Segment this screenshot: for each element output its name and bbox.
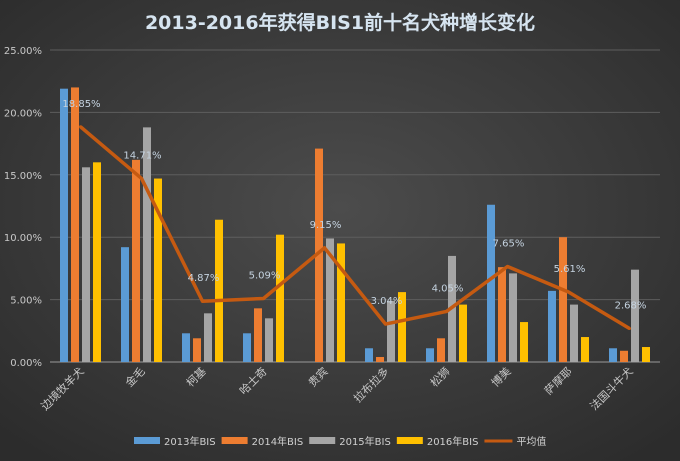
legend-swatch	[309, 437, 336, 444]
bar-2015年BIS	[509, 273, 517, 362]
average-line	[79, 125, 631, 331]
bar-2013年BIS	[487, 204, 495, 362]
bar-2014年BIS	[620, 350, 628, 362]
data-label: 18.85%	[62, 99, 100, 110]
bar-2016年BIS	[642, 347, 650, 362]
bar-2015年BIS	[326, 238, 334, 362]
bar-2016年BIS	[337, 243, 345, 362]
average-point	[628, 327, 631, 331]
bar-2016年BIS	[398, 292, 406, 362]
data-label: 14.71%	[123, 150, 161, 161]
bar-2013年BIS	[243, 333, 251, 362]
bar-2014年BIS	[193, 338, 201, 362]
bar-2013年BIS	[182, 333, 190, 362]
data-label: 5.61%	[554, 264, 586, 275]
y-tick-label: 5.00%	[10, 296, 42, 307]
average-point	[445, 309, 448, 313]
bar-2015年BIS	[82, 167, 90, 362]
bar-2014年BIS	[315, 148, 323, 362]
legend-label: 平均值	[516, 435, 546, 448]
y-tick-label: 10.00%	[4, 233, 42, 244]
bar-2015年BIS	[204, 313, 212, 362]
bar-2014年BIS	[71, 87, 79, 362]
bar-2013年BIS	[609, 348, 617, 362]
data-label: 9.15%	[310, 220, 342, 231]
data-label: 4.05%	[432, 283, 464, 294]
bar-2013年BIS	[121, 247, 129, 362]
legend-label: 2015年BIS	[339, 435, 391, 448]
data-label: 3.04%	[371, 296, 403, 307]
average-point	[323, 246, 326, 250]
average-point	[201, 299, 204, 303]
bar-2016年BIS	[459, 304, 467, 362]
average-point	[384, 322, 387, 326]
legend-label: 2016年BIS	[427, 435, 479, 448]
data-label: 5.09%	[249, 270, 281, 281]
bar-2016年BIS	[154, 178, 162, 362]
bar-2014年BIS	[132, 159, 140, 362]
average-point	[79, 125, 82, 129]
average-point	[140, 176, 143, 180]
bar-2014年BIS	[254, 308, 262, 362]
bar-2014年BIS	[559, 237, 567, 362]
y-tick-label: 20.00%	[4, 108, 42, 119]
bar-2015年BIS	[265, 318, 273, 362]
data-label: 2.68%	[615, 301, 647, 312]
y-tick-label: 0.00%	[10, 358, 42, 369]
bar-2015年BIS	[570, 304, 578, 362]
bar-2013年BIS	[426, 348, 434, 362]
average-point	[567, 290, 570, 294]
average-point	[506, 265, 509, 269]
bar-2016年BIS	[93, 162, 101, 362]
bar-2016年BIS	[215, 219, 223, 362]
bar-2013年BIS	[548, 290, 556, 362]
legend-swatch	[134, 437, 160, 444]
legend-label: 2013年BIS	[164, 435, 216, 448]
bar-2015年BIS	[631, 269, 639, 362]
data-label: 7.65%	[493, 239, 525, 250]
y-tick-label: 15.00%	[4, 171, 42, 182]
bar-2013年BIS	[365, 348, 373, 362]
bar-2014年BIS	[376, 357, 384, 362]
average-point	[262, 296, 265, 300]
bar-2014年BIS	[498, 267, 506, 362]
bar-2015年BIS	[387, 300, 395, 362]
y-tick-label: 25.00%	[4, 46, 42, 57]
legend-swatch	[396, 437, 423, 444]
data-label: 4.87%	[188, 273, 220, 284]
bar-2016年BIS	[276, 234, 284, 362]
legend-label: 2014年BIS	[252, 435, 304, 448]
bar-2014年BIS	[437, 338, 445, 362]
bar-2013年BIS	[60, 88, 68, 363]
bar-2016年BIS	[581, 337, 589, 362]
legend-swatch	[221, 437, 248, 444]
bar-2016年BIS	[520, 322, 528, 362]
chart-title: 2013-2016年获得BIS1前十名犬种增长变化	[145, 11, 535, 34]
bar-2015年BIS	[143, 127, 151, 362]
